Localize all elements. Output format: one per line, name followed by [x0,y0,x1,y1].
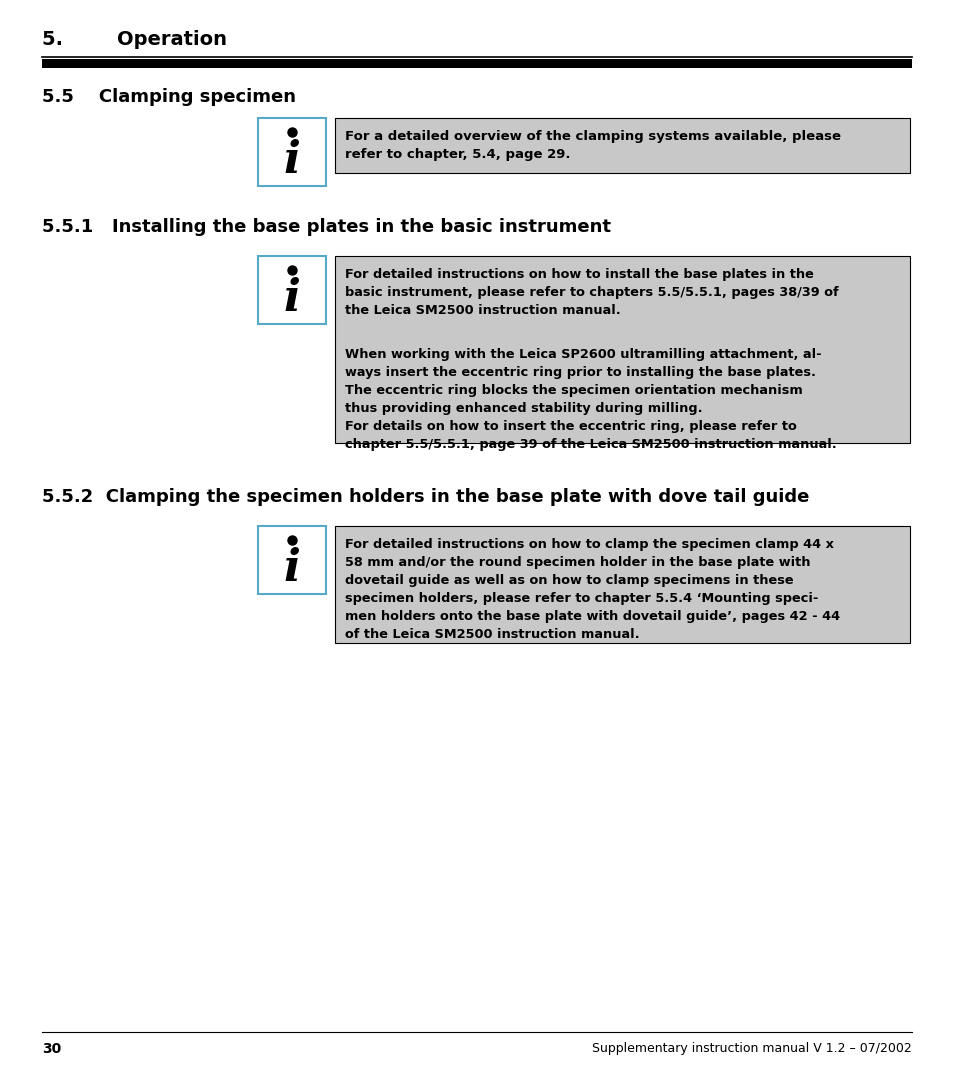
Text: 5.5.1   Installing the base plates in the basic instrument: 5.5.1 Installing the base plates in the … [42,218,610,236]
Text: i: i [283,277,300,320]
FancyBboxPatch shape [257,255,326,324]
Text: For detailed instructions on how to clamp the specimen clamp 44 x
58 mm and/or t: For detailed instructions on how to clam… [345,538,840,641]
FancyBboxPatch shape [335,255,909,443]
FancyBboxPatch shape [257,526,326,594]
FancyBboxPatch shape [335,118,909,172]
Text: i: i [283,547,300,590]
Text: 5.5.2  Clamping the specimen holders in the base plate with dove tail guide: 5.5.2 Clamping the specimen holders in t… [42,488,808,506]
Text: 5.5    Clamping specimen: 5.5 Clamping specimen [42,88,295,106]
Text: i: i [283,139,300,182]
FancyBboxPatch shape [42,59,911,68]
Text: For a detailed overview of the clamping systems available, please
refer to chapt: For a detailed overview of the clamping … [345,130,841,161]
FancyBboxPatch shape [257,118,326,186]
FancyBboxPatch shape [335,526,909,642]
Text: 30: 30 [42,1042,61,1056]
Text: Supplementary instruction manual V 1.2 – 07/2002: Supplementary instruction manual V 1.2 –… [592,1042,911,1055]
Text: When working with the Leica SP2600 ultramilling attachment, al-
ways insert the : When working with the Leica SP2600 ultra… [345,348,836,451]
Text: 5.        Operation: 5. Operation [42,30,227,49]
Text: For detailed instructions on how to install the base plates in the
basic instrum: For detailed instructions on how to inst… [345,268,838,317]
